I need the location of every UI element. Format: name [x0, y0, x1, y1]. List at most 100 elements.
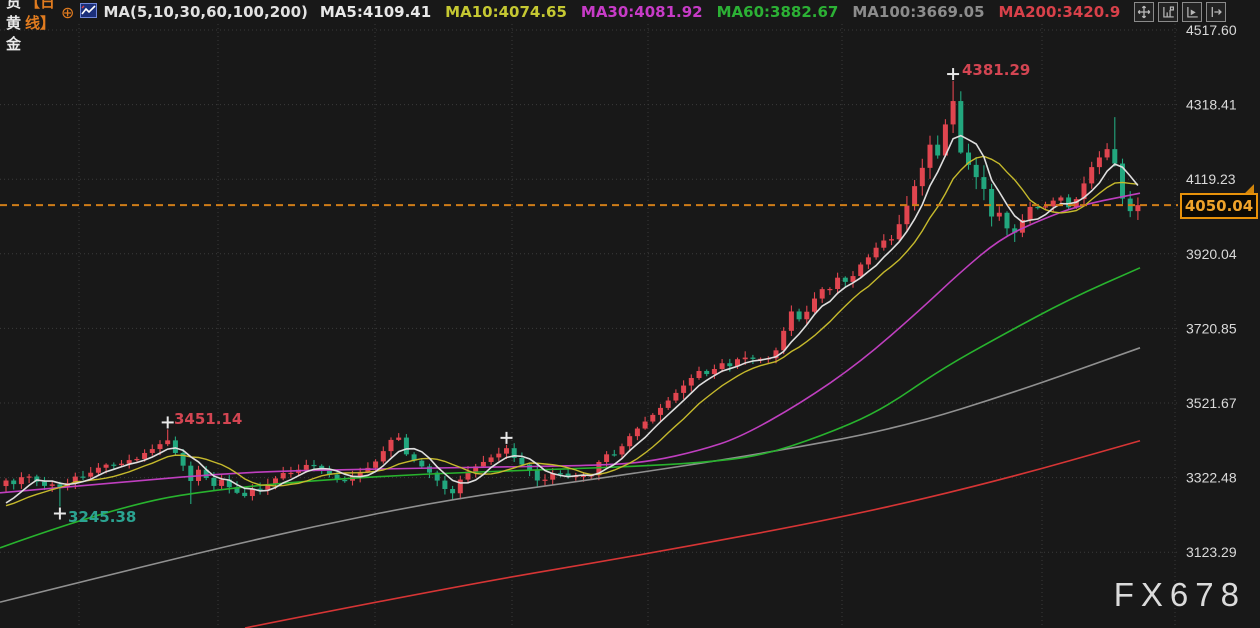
ma-legend-item: MA30:4081.92: [580, 3, 703, 21]
candle-body: [804, 311, 810, 320]
instrument-name: 现货黄金: [6, 0, 22, 53]
candle-body: [665, 400, 671, 408]
candle-body: [311, 464, 317, 467]
candle-body: [1012, 228, 1018, 233]
ma-line-MA200: [244, 439, 1141, 628]
candle-body: [265, 484, 271, 490]
y-axis-tick-label: 3322.48: [1186, 470, 1237, 486]
candle-body: [18, 477, 24, 485]
candle-body: [1058, 197, 1064, 201]
move-tool-button[interactable]: [1134, 2, 1155, 22]
ma-line-MA10: [5, 155, 1138, 507]
candle-body: [388, 439, 394, 452]
candle-body: [827, 288, 833, 291]
candle-body: [681, 385, 687, 393]
candle-body: [488, 457, 494, 462]
y-axis-tick-label: 4119.23: [1186, 171, 1236, 187]
candle-body: [49, 484, 55, 486]
candle-body: [942, 124, 948, 156]
ma-legend-item: MA100:3669.05: [852, 3, 985, 21]
ma-header-label: MA(5,10,30,60,100,200): [103, 3, 308, 21]
candle-body: [688, 378, 694, 386]
candle-body: [989, 188, 995, 217]
candle-body: [42, 481, 47, 486]
candle-body: [727, 363, 733, 367]
candle-body: [634, 428, 640, 437]
candle-body: [172, 440, 178, 453]
candle-body: [858, 264, 864, 277]
pane-detach-button[interactable]: [1206, 2, 1227, 22]
candle-body: [604, 454, 610, 462]
candle-body: [411, 454, 417, 461]
candle-body: [496, 453, 502, 458]
candle-body: [627, 436, 633, 447]
candle-body: [504, 448, 509, 454]
candle-body: [103, 464, 109, 468]
candle-body: [111, 464, 117, 466]
candle-body: [288, 472, 294, 475]
candle-body: [257, 488, 263, 490]
candle-body: [1096, 157, 1102, 168]
candle-body: [534, 470, 540, 481]
ma-legend-item: MA60:3882.67: [716, 3, 839, 21]
candle-body: [819, 289, 825, 299]
candle-body: [919, 167, 925, 187]
candle-body: [34, 476, 40, 482]
candle-body: [380, 451, 386, 462]
candle-body: [457, 479, 463, 494]
candle-body: [796, 311, 802, 320]
plot-area[interactable]: 4381.29 3451.14 3245.38: [0, 24, 1178, 628]
candle-body: [1035, 206, 1041, 209]
chart-toolbar: [1134, 2, 1260, 22]
candle-body: [203, 469, 209, 479]
candle-body: [180, 452, 186, 466]
candle-body: [149, 449, 155, 453]
watermark: FX678: [1113, 576, 1246, 613]
candle-body: [711, 369, 717, 375]
candle-body: [434, 472, 440, 481]
candle-body: [419, 460, 425, 467]
timeframe-label: 【日线】: [25, 0, 56, 32]
candle-body: [1066, 197, 1072, 208]
candle-body: [119, 463, 124, 465]
candle-body: [966, 152, 971, 165]
ma-legend-item: MA5:4109.41: [319, 3, 432, 21]
y-axis-tick-label: 3521.67: [1186, 395, 1237, 411]
candle-body: [1050, 200, 1056, 207]
candle-body: [334, 474, 340, 480]
y-axis-tick-label: 4318.41: [1186, 97, 1237, 113]
candle-body: [249, 488, 255, 497]
candle-body: [696, 370, 702, 379]
candle-body: [511, 448, 517, 458]
candle-body: [450, 489, 456, 494]
candle-body: [557, 473, 563, 475]
kline-chart-icon[interactable]: [80, 2, 98, 22]
candle-body: [219, 479, 225, 486]
candle-body: [134, 458, 140, 461]
candle-body: [950, 101, 956, 125]
candle-body: [1135, 205, 1141, 212]
candle-body: [904, 205, 910, 225]
candle-body: [704, 370, 710, 375]
candle-body: [519, 457, 525, 465]
candle-body: [80, 476, 86, 478]
candle-body: [812, 298, 817, 312]
candle-body: [788, 311, 794, 331]
y-axis-tick-label: 3720.85: [1186, 320, 1237, 336]
last-price-tag: 4050.04: [1180, 193, 1258, 220]
candle-body: [280, 473, 286, 479]
price-annotation: 3451.14: [174, 410, 242, 428]
price-annotation: 3245.38: [68, 508, 136, 526]
candle-body: [719, 363, 725, 370]
add-compare-icon[interactable]: ⊕: [61, 2, 75, 22]
candle-body: [542, 479, 548, 481]
candle-body: [927, 144, 933, 168]
candle-body: [403, 437, 409, 455]
axis-scale-button[interactable]: [1158, 2, 1179, 22]
candle-body: [981, 177, 987, 189]
candle-body: [188, 465, 194, 481]
axis-autofit-button[interactable]: [1182, 2, 1203, 22]
candle-body: [3, 480, 9, 487]
